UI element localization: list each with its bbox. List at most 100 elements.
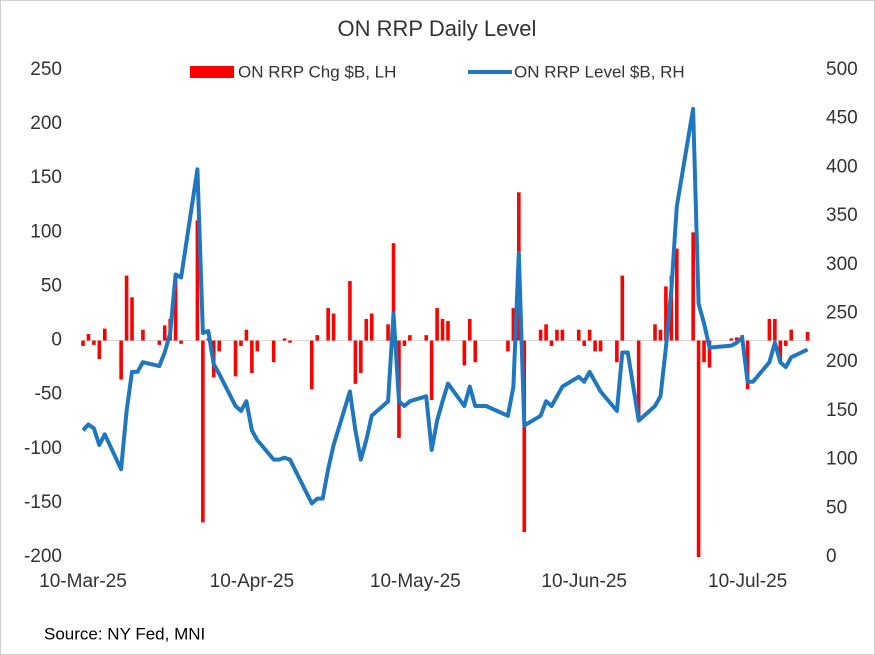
y-tick-label: -100 — [24, 438, 62, 459]
bar — [778, 340, 783, 363]
y2-tick-label: 150 — [826, 400, 858, 421]
bar — [593, 340, 597, 352]
y-tick-label: 100 — [30, 221, 62, 242]
bar — [576, 329, 581, 341]
bar — [408, 335, 412, 341]
x-tick-label: 10-Jul-25 — [708, 571, 787, 592]
bar — [783, 340, 788, 346]
bar — [506, 340, 510, 352]
bar — [282, 338, 287, 341]
bar — [544, 324, 548, 341]
bar — [201, 340, 205, 523]
y2-tick-label: 200 — [826, 351, 858, 372]
bar — [310, 340, 314, 390]
bar — [179, 340, 183, 344]
bar — [348, 281, 352, 341]
bar — [217, 340, 221, 352]
legend-label: ON RRP Chg $B, LH — [238, 62, 396, 81]
y2-tick-label: 500 — [826, 59, 858, 80]
x-tick-label: 10-Mar-25 — [39, 571, 127, 592]
bar — [522, 340, 527, 533]
x-tick-label: 10-May-25 — [370, 571, 461, 592]
y-tick-label: 0 — [51, 330, 62, 351]
bar — [386, 324, 390, 341]
y2-tick-label: 450 — [826, 108, 858, 129]
bar — [173, 275, 178, 341]
bar — [658, 329, 663, 341]
y-tick-label: -50 — [35, 384, 62, 405]
bar — [369, 313, 374, 341]
bar — [424, 335, 429, 341]
bar — [555, 329, 559, 341]
bar — [81, 340, 85, 346]
y-tick-label: 50 — [41, 275, 62, 296]
bar — [429, 340, 434, 401]
bar — [473, 340, 478, 363]
bar — [702, 340, 706, 363]
bar — [141, 329, 145, 341]
y-tick-label: 200 — [30, 113, 62, 134]
bar — [250, 340, 254, 374]
bar — [789, 329, 794, 341]
y2-tick-label: 0 — [826, 546, 837, 567]
bar — [511, 308, 516, 341]
bar — [353, 340, 358, 384]
y2-tick-label: 250 — [826, 303, 858, 324]
y2-tick-label: 400 — [826, 156, 858, 177]
source-note: Source: NY Fed, MNI — [44, 624, 205, 643]
bar — [331, 313, 336, 341]
bar — [364, 318, 369, 341]
bar — [805, 331, 810, 341]
bar — [538, 329, 543, 341]
bar — [255, 340, 260, 352]
bar — [157, 340, 162, 345]
bar — [288, 340, 292, 343]
bar — [119, 340, 123, 380]
bar — [446, 321, 450, 341]
bar — [162, 325, 167, 341]
y-tick-label: -200 — [24, 546, 62, 567]
y-tick-label: 150 — [30, 167, 62, 188]
bar — [359, 340, 363, 374]
bar — [233, 340, 238, 377]
legend-label: ON RRP Level $B, RH — [514, 62, 685, 81]
bar — [636, 340, 641, 417]
bar — [767, 318, 772, 341]
bar — [315, 335, 320, 341]
legend: ON RRP Chg $B, LH ON RRP Level $B, RH — [190, 62, 685, 81]
y-tick-label: 250 — [30, 59, 62, 80]
bar — [92, 340, 96, 345]
y2-tick-label: 300 — [826, 254, 858, 275]
bar — [440, 318, 445, 341]
line — [81, 107, 809, 506]
bar — [696, 340, 701, 557]
bar — [729, 338, 734, 341]
bar — [244, 329, 249, 341]
legend-swatch — [190, 66, 234, 78]
bar — [560, 329, 565, 341]
y2-tick-label: 350 — [826, 205, 858, 226]
bar — [130, 297, 134, 341]
bar — [462, 340, 467, 366]
bar — [239, 340, 243, 346]
bar — [582, 340, 586, 346]
bar — [691, 232, 695, 341]
bar — [549, 340, 554, 346]
x-tick-label: 10-Jun-25 — [541, 571, 627, 592]
bar — [675, 248, 679, 341]
bar — [773, 318, 777, 341]
bar — [326, 308, 330, 341]
chart-title: ON RRP Daily Level — [338, 16, 537, 41]
bar — [745, 340, 750, 390]
y-tick-label: -150 — [24, 492, 62, 513]
bar — [124, 275, 129, 341]
bar — [97, 340, 102, 359]
x-tick-label: 10-Apr-25 — [210, 571, 295, 592]
bar — [664, 286, 668, 341]
y2-tick-label: 50 — [826, 497, 847, 518]
bar — [653, 324, 657, 341]
bar — [391, 243, 396, 341]
bar — [587, 329, 592, 341]
bar — [615, 340, 619, 363]
